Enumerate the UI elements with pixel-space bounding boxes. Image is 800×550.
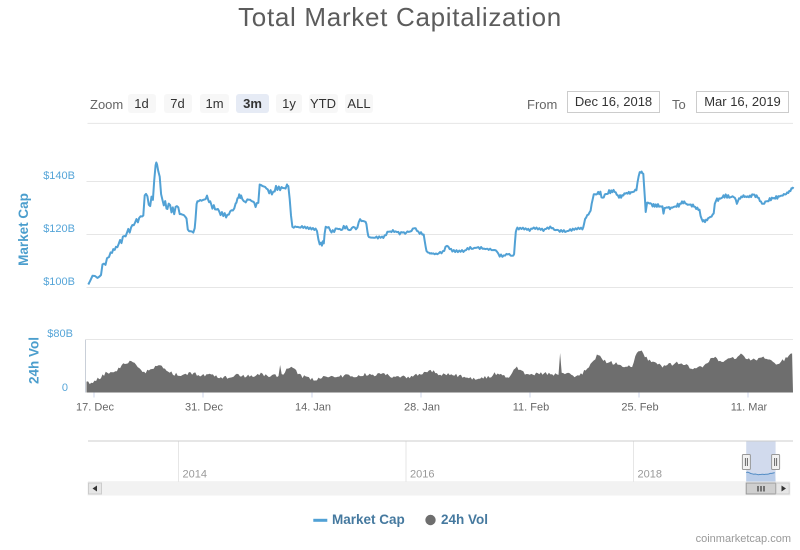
svg-text:$80B: $80B (47, 328, 73, 340)
svg-text:28. Jan: 28. Jan (404, 402, 440, 414)
svg-text:11. Mar: 11. Mar (731, 402, 768, 414)
svg-text:$100B: $100B (43, 276, 75, 288)
svg-text:$140B: $140B (43, 170, 75, 182)
svg-text:14. Jan: 14. Jan (295, 402, 331, 414)
svg-text:Market Cap: Market Cap (16, 193, 31, 266)
svg-text:$120B: $120B (43, 223, 75, 235)
svg-text:2018: 2018 (638, 469, 662, 481)
svg-text:24h Vol: 24h Vol (27, 337, 42, 384)
svg-text:25. Feb: 25. Feb (621, 402, 658, 414)
svg-text:0: 0 (62, 382, 68, 394)
svg-text:2016: 2016 (410, 469, 434, 481)
svg-text:11. Feb: 11. Feb (513, 402, 550, 414)
svg-text:17. Dec: 17. Dec (76, 402, 114, 414)
svg-text:2014: 2014 (183, 469, 207, 481)
svg-text:31. Dec: 31. Dec (185, 402, 223, 414)
